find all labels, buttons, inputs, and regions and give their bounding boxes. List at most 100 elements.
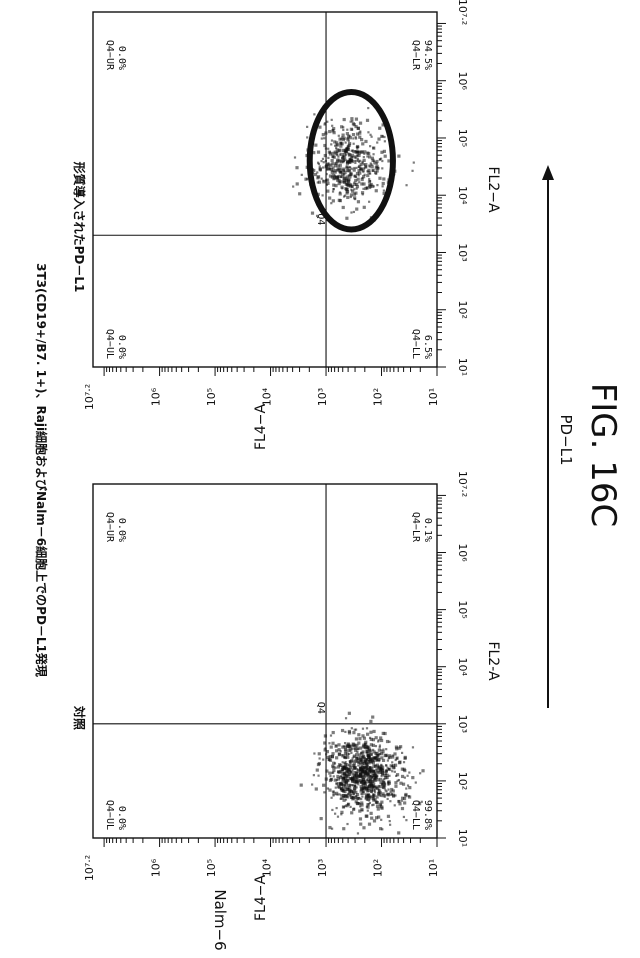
event-dot [344, 195, 346, 197]
event-dot [330, 734, 332, 736]
event-dot [401, 775, 404, 778]
event-dot [397, 800, 400, 803]
event-dot [385, 790, 387, 792]
event-dot [401, 797, 404, 800]
event-dot [347, 773, 350, 776]
event-dot [359, 122, 362, 125]
quadrant-name: Q4−UR [104, 512, 115, 543]
quadrant-name: Q4−UL [104, 800, 115, 830]
event-dot [337, 771, 339, 773]
event-dot [384, 155, 387, 158]
event-dot [361, 177, 363, 179]
event-dot [332, 190, 334, 192]
event-dot [373, 185, 375, 187]
event-dot [370, 817, 373, 820]
event-dot [357, 748, 359, 750]
event-dot [357, 178, 360, 181]
event-dot [363, 758, 365, 760]
x-tick-label: 10¹ [456, 829, 469, 847]
event-dot [381, 750, 384, 753]
event-dot [313, 752, 315, 754]
x-tick-label: 10³ [456, 715, 469, 733]
plot-title: 形質導入されたPD－L1 [72, 162, 87, 293]
y-tick-label: 10¹ [427, 388, 440, 406]
event-dot [316, 171, 318, 173]
event-dot [331, 742, 334, 745]
event-dot [342, 206, 345, 209]
x-tick-label: 10⁶ [456, 543, 469, 562]
event-dot [339, 764, 342, 767]
event-dot [368, 762, 370, 764]
event-dot [325, 165, 328, 168]
event-dot [378, 791, 380, 793]
quadrant-percent: 6.5% [422, 335, 433, 359]
event-dot [325, 769, 328, 772]
event-dot [356, 151, 359, 154]
event-dot [346, 129, 348, 131]
event-dot [391, 770, 393, 772]
event-dot [354, 198, 356, 200]
event-dot [339, 145, 342, 148]
event-dot [344, 752, 347, 755]
event-dot [345, 805, 347, 807]
y-tick-label: 10⁵ [205, 859, 218, 877]
event-dot [349, 777, 352, 780]
event-dot [408, 795, 410, 797]
event-dot [328, 772, 331, 775]
event-dot [331, 171, 334, 174]
event-dot [360, 167, 363, 170]
event-dot [354, 125, 357, 128]
quadrant-percent: 0.0% [116, 518, 127, 542]
event-dot [332, 188, 334, 190]
event-dot [350, 196, 352, 198]
event-dot [345, 154, 347, 156]
x-tick-label: 10² [456, 301, 469, 319]
event-dot [374, 789, 376, 791]
event-dot [375, 189, 378, 192]
event-dot [296, 182, 299, 185]
event-dot [346, 196, 349, 199]
event-dot [380, 135, 383, 138]
event-dot [345, 757, 347, 759]
event-dot [364, 761, 367, 764]
event-dot [359, 817, 362, 820]
event-dot [322, 166, 324, 168]
event-dot [376, 141, 378, 143]
event-dot [385, 754, 388, 757]
event-dot [333, 169, 336, 172]
event-dot [381, 772, 384, 775]
event-dot [372, 147, 374, 149]
event-dot [346, 183, 349, 186]
event-dot [344, 742, 346, 744]
event-dot [354, 160, 356, 162]
event-dot [388, 782, 391, 785]
event-dot [358, 753, 361, 756]
event-dot [383, 784, 386, 787]
event-dot [380, 764, 382, 766]
event-dot [322, 759, 324, 761]
event-dot [332, 731, 335, 734]
event-dot [363, 737, 366, 740]
event-dot [394, 781, 397, 784]
event-dot [395, 775, 397, 777]
event-dot [367, 152, 370, 155]
event-dot [343, 181, 346, 184]
event-dot [367, 754, 370, 757]
event-dot [364, 140, 367, 143]
event-dot [353, 169, 356, 172]
event-dot [361, 782, 364, 785]
pd-l1-arrow-head [542, 165, 554, 180]
y-tick-label: 10⁴ [261, 858, 274, 877]
event-dot [389, 824, 391, 826]
event-dot [356, 146, 358, 148]
quadrant-name: Q4−UR [104, 40, 115, 71]
event-dot [320, 817, 323, 820]
event-dot [327, 787, 329, 789]
event-dot [368, 793, 370, 795]
event-dot [331, 772, 333, 774]
gate-label: Q4 [315, 702, 326, 714]
event-dot [352, 133, 355, 136]
event-dot [391, 761, 393, 763]
event-dot [421, 769, 424, 772]
event-dot [361, 765, 363, 767]
